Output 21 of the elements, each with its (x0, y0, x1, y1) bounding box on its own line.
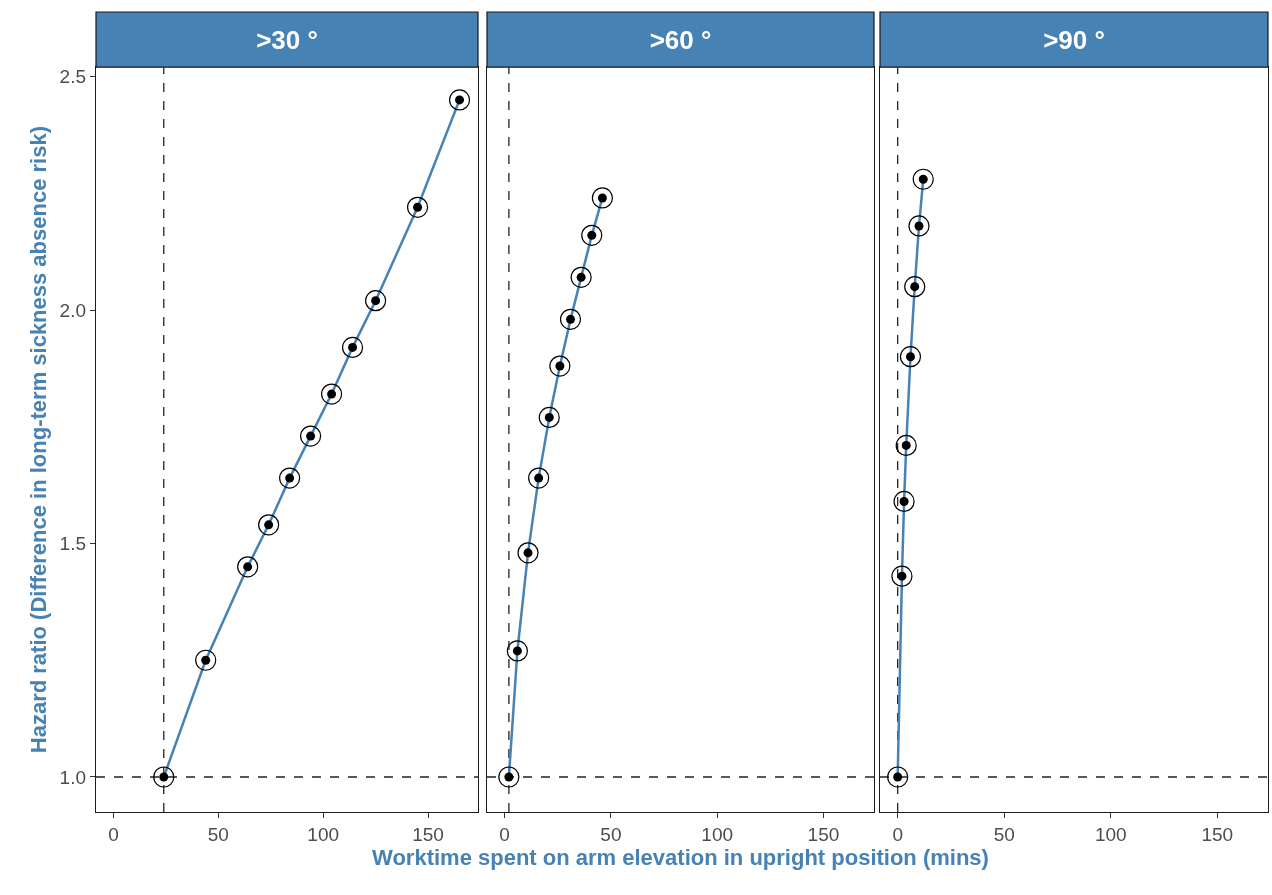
x-tick-label: 50 (600, 824, 622, 845)
chart-title: >30 ° (256, 24, 318, 55)
x-tick-label: 0 (499, 824, 510, 845)
x-tick-label: 100 (307, 824, 340, 845)
y-axis-title: Hazard ratio (Difference in long-term sickness absence risk) (26, 125, 52, 754)
x-tick-label: 0 (892, 824, 903, 845)
x-tick-label: 50 (993, 824, 1015, 845)
y-tick-label: 1.5 (59, 533, 86, 555)
chart-title: >90 ° (1043, 24, 1105, 55)
x-tick-label: 150 (807, 824, 840, 845)
y-tick-label: 2.0 (59, 299, 86, 321)
x-tick-label: 150 (1201, 824, 1234, 845)
x-tick-label: 100 (701, 824, 734, 845)
y-tick-label: 1.0 (59, 766, 86, 788)
x-tick-label: 100 (1094, 824, 1127, 845)
x-axis-title: Worktime spent on arm elevation in upright position (mins) (372, 845, 989, 870)
x-tick-label: 50 (207, 824, 229, 845)
x-tick-label: 150 (412, 824, 444, 845)
y-tick-label: 2.5 (59, 66, 86, 88)
chart-title: >60 ° (649, 24, 712, 55)
x-tick-label: 0 (108, 824, 119, 845)
